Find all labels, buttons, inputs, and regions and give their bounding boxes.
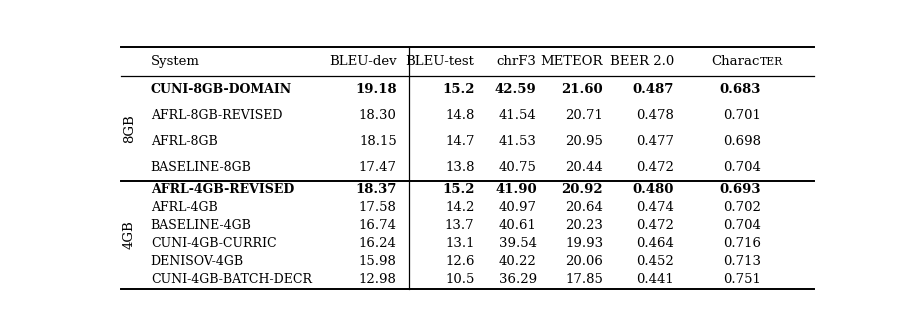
Text: System: System [150,55,200,68]
Text: 18.37: 18.37 [355,183,396,196]
Text: 0.441: 0.441 [635,273,673,286]
Text: 18.30: 18.30 [358,109,396,122]
Text: 0.704: 0.704 [722,161,760,174]
Text: 20.71: 20.71 [565,109,602,122]
Text: 10.5: 10.5 [445,273,474,286]
Text: 19.93: 19.93 [564,237,602,250]
Text: 0.716: 0.716 [722,237,760,250]
Text: 20.64: 20.64 [565,201,602,214]
Text: 39.54: 39.54 [498,237,536,250]
Text: 8GB: 8GB [123,114,136,143]
Text: 41.53: 41.53 [498,135,536,148]
Text: 0.683: 0.683 [719,83,760,96]
Text: 0.487: 0.487 [631,83,673,96]
Text: CUNI-4GB-CURRIC: CUNI-4GB-CURRIC [150,237,276,250]
Text: 36.29: 36.29 [498,273,536,286]
Text: 0.472: 0.472 [635,219,673,232]
Text: 20.95: 20.95 [565,135,602,148]
Text: 20.44: 20.44 [565,161,602,174]
Text: TER: TER [759,57,783,67]
Text: 40.75: 40.75 [498,161,536,174]
Text: 41.54: 41.54 [498,109,536,122]
Text: 0.464: 0.464 [635,237,673,250]
Text: 0.713: 0.713 [722,255,760,268]
Text: METEOR: METEOR [540,55,602,68]
Text: Charac: Charac [711,55,759,68]
Text: 18.15: 18.15 [359,135,396,148]
Text: 14.7: 14.7 [445,135,474,148]
Text: 0.693: 0.693 [719,183,760,196]
Text: BLEU-dev: BLEU-dev [329,55,396,68]
Text: BEER 2.0: BEER 2.0 [609,55,673,68]
Text: AFRL-4GB: AFRL-4GB [150,201,217,214]
Text: 0.474: 0.474 [635,201,673,214]
Text: 4GB: 4GB [123,220,136,249]
Text: 15.2: 15.2 [442,83,474,96]
Text: 13.7: 13.7 [445,219,474,232]
Text: 20.92: 20.92 [561,183,602,196]
Text: 0.701: 0.701 [722,109,760,122]
Text: 12.6: 12.6 [445,255,474,268]
Text: 41.90: 41.90 [495,183,536,196]
Text: 19.18: 19.18 [354,83,396,96]
Text: 0.751: 0.751 [722,273,760,286]
Text: DENISOV-4GB: DENISOV-4GB [150,255,243,268]
Text: 0.452: 0.452 [635,255,673,268]
Text: 20.06: 20.06 [565,255,602,268]
Text: BASELINE-8GB: BASELINE-8GB [150,161,251,174]
Text: 0.472: 0.472 [635,161,673,174]
Text: 15.98: 15.98 [358,255,396,268]
Text: AFRL-8GB-REVISED: AFRL-8GB-REVISED [150,109,281,122]
Text: 40.97: 40.97 [498,201,536,214]
Text: 13.8: 13.8 [445,161,474,174]
Text: AFRL-8GB: AFRL-8GB [150,135,217,148]
Text: 20.23: 20.23 [565,219,602,232]
Text: 17.47: 17.47 [358,161,396,174]
Text: 0.704: 0.704 [722,219,760,232]
Text: 12.98: 12.98 [358,273,396,286]
Text: 0.477: 0.477 [635,135,673,148]
Text: chrF3: chrF3 [496,55,536,68]
Text: BLEU-test: BLEU-test [405,55,474,68]
Text: AFRL-4GB-REVISED: AFRL-4GB-REVISED [150,183,293,196]
Text: 16.74: 16.74 [358,219,396,232]
Text: 40.22: 40.22 [498,255,536,268]
Text: 0.478: 0.478 [635,109,673,122]
Text: BASELINE-4GB: BASELINE-4GB [150,219,251,232]
Text: CUNI-4GB-BATCH-DECR: CUNI-4GB-BATCH-DECR [150,273,312,286]
Text: 16.24: 16.24 [358,237,396,250]
Text: 0.480: 0.480 [631,183,673,196]
Text: 42.59: 42.59 [495,83,536,96]
Text: 0.698: 0.698 [722,135,760,148]
Text: CUNI-8GB-DOMAIN: CUNI-8GB-DOMAIN [150,83,292,96]
Text: 14.8: 14.8 [445,109,474,122]
Text: 14.2: 14.2 [445,201,474,214]
Text: 21.60: 21.60 [561,83,602,96]
Text: 15.2: 15.2 [442,183,474,196]
Text: 17.58: 17.58 [358,201,396,214]
Text: 0.702: 0.702 [722,201,760,214]
Text: 40.61: 40.61 [498,219,536,232]
Text: 13.1: 13.1 [445,237,474,250]
Text: 17.85: 17.85 [565,273,602,286]
